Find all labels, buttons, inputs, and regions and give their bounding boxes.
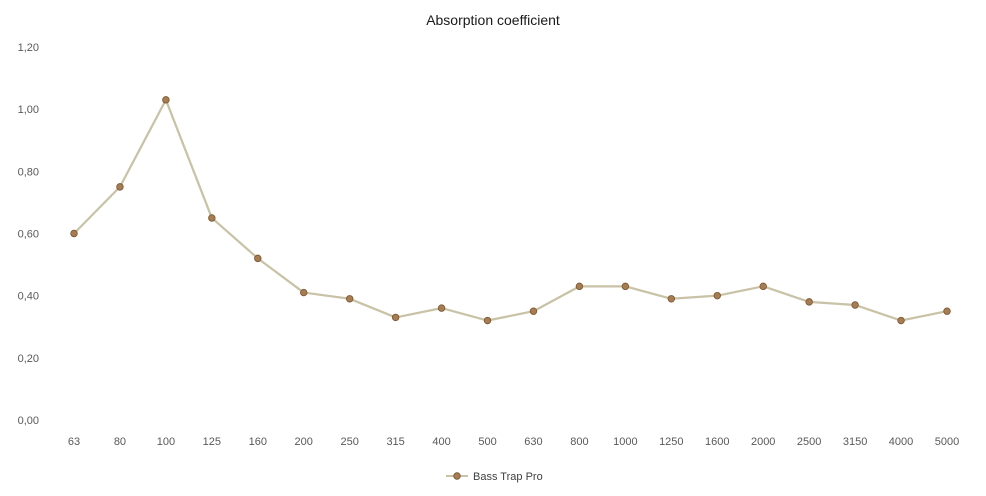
x-tick-label: 1000 [613,436,637,448]
data-point [943,307,951,315]
y-axis: 0,00 0,20 0,40 0,60 0,80 1,00 1,20 [18,42,39,427]
series-line [73,98,948,322]
data-point [621,282,630,291]
x-tick-label: 630 [524,436,542,448]
data-point [300,288,308,297]
x-tick-label: 80 [114,436,126,448]
data-point [116,183,124,191]
x-tick-label: 4000 [889,436,913,448]
data-point [254,254,262,263]
x-tick-label: 1600 [705,436,729,448]
data-point [162,96,170,104]
chart-title: Absorption coefficient [426,12,560,28]
data-point [208,214,216,222]
data-point [851,301,859,309]
data-point [391,313,400,322]
x-tick-label: 500 [478,436,496,448]
data-point [575,282,584,291]
y-tick-label: 1,00 [18,104,39,116]
data-point [897,316,905,325]
x-tick-label: 3150 [843,436,867,448]
x-tick-label: 250 [341,436,359,448]
x-tick-label: 1250 [659,436,683,448]
data-point [345,295,354,303]
legend: Bass Trap Pro [446,471,543,483]
series-group [70,96,951,325]
data-point [759,282,767,291]
y-tick-label: 0,60 [18,229,39,241]
data-point [713,291,721,300]
x-tick-label: 315 [386,436,404,448]
x-tick-label: 125 [203,436,221,448]
legend-label: Bass Trap Pro [473,471,543,483]
x-tick-label: 2000 [751,436,775,448]
y-tick-label: 0,40 [18,291,39,303]
x-tick-label: 5000 [935,436,959,448]
data-point [437,304,446,312]
x-tick-label: 400 [432,436,450,448]
x-tick-label: 100 [157,436,175,448]
x-tick-label: 160 [249,436,267,448]
data-point [667,295,676,303]
y-tick-label: 0,20 [18,353,39,365]
y-tick-label: 1,20 [18,42,39,54]
x-axis: 63 80 100 125 160 200 250 315 400 500 630 800 1000 12… [68,436,959,448]
data-point [70,229,78,238]
data-point [805,298,813,306]
x-tick-label: 63 [68,436,80,448]
x-tick-label: 200 [295,436,313,448]
x-tick-label: 800 [570,436,588,448]
x-tick-label: 2500 [797,436,821,448]
data-point [529,307,538,315]
legend-marker-swatch [453,472,461,480]
data-point [483,316,492,325]
y-tick-label: 0,00 [18,415,39,427]
y-tick-label: 0,80 [18,166,39,178]
